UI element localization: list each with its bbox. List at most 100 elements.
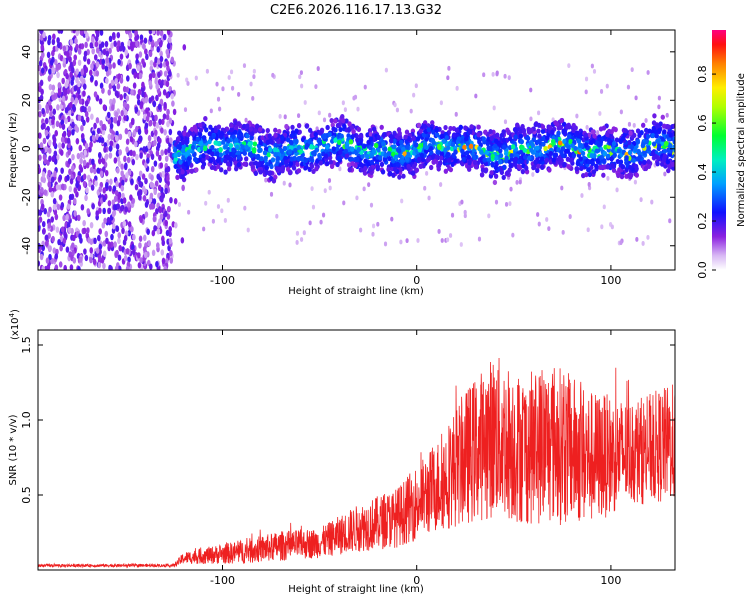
heatmap-cell bbox=[537, 110, 541, 116]
heatmap-cell bbox=[423, 185, 427, 191]
heatmap-cell bbox=[533, 121, 538, 128]
heatmap-cell bbox=[356, 146, 361, 153]
heatmap-cell bbox=[84, 100, 89, 107]
heatmap-cell bbox=[288, 160, 294, 167]
heatmap-cell bbox=[403, 134, 408, 140]
heatmap-cell bbox=[42, 137, 47, 145]
heatmap-cell bbox=[605, 164, 611, 170]
heatmap-cell bbox=[430, 138, 436, 144]
heatmap-cell bbox=[148, 73, 153, 80]
heatmap-cell bbox=[303, 157, 309, 163]
heatmap-cell bbox=[131, 158, 136, 166]
heatmap-cell bbox=[311, 168, 316, 175]
heatmap-cell bbox=[151, 30, 156, 35]
heatmap-cell bbox=[662, 148, 668, 154]
heatmap-cell bbox=[383, 152, 388, 158]
heatmap-cell bbox=[611, 141, 617, 147]
heatmap-cell bbox=[76, 152, 81, 160]
heatmap-cell bbox=[38, 260, 41, 267]
heatmap-cell bbox=[130, 89, 134, 96]
heatmap-cell bbox=[54, 130, 59, 137]
heatmap-cell bbox=[335, 122, 341, 129]
heatmap-cell bbox=[155, 207, 159, 215]
heatmap-cell bbox=[51, 84, 56, 91]
heatmap-cell bbox=[151, 229, 156, 237]
heatmap-cell bbox=[108, 35, 113, 43]
heatmap-cell bbox=[321, 212, 326, 218]
heatmap-cell bbox=[444, 135, 449, 141]
heatmap-cell bbox=[440, 238, 444, 243]
heatmap-cell bbox=[529, 127, 534, 133]
heatmap-cell bbox=[180, 174, 185, 180]
heatmap-cell bbox=[60, 226, 65, 233]
heatmap-cell bbox=[393, 102, 397, 108]
heatmap-cell bbox=[658, 121, 663, 127]
heatmap-cell bbox=[47, 139, 52, 146]
heatmap-cell bbox=[99, 170, 104, 178]
heatmap-cell bbox=[602, 204, 606, 210]
heatmap-cell bbox=[85, 162, 90, 169]
heatmap-cell bbox=[127, 221, 132, 228]
heatmap-cell bbox=[92, 167, 97, 175]
heatmap-cell bbox=[256, 161, 261, 167]
heatmap-cell bbox=[547, 167, 552, 173]
heatmap-cell bbox=[111, 210, 116, 218]
heatmap-cell bbox=[155, 94, 159, 102]
heatmap-cell bbox=[40, 67, 45, 74]
heatmap-cell bbox=[338, 126, 343, 133]
heatmap-cell bbox=[100, 257, 105, 264]
heatmap-cell bbox=[116, 167, 120, 174]
heatmap-cell bbox=[146, 157, 150, 164]
heatmap-cell bbox=[507, 75, 511, 81]
heatmap-cell bbox=[161, 192, 166, 199]
heatmap-cell bbox=[662, 129, 667, 135]
heatmap-cell bbox=[163, 70, 168, 77]
heatmap-cell bbox=[502, 144, 507, 150]
heatmap-cell bbox=[591, 138, 596, 144]
heatmap-cell bbox=[579, 143, 584, 149]
heatmap-cell bbox=[501, 174, 506, 181]
heatmap-cell bbox=[174, 222, 178, 229]
heatmap-cell bbox=[323, 153, 329, 159]
heatmap-cell bbox=[71, 249, 75, 257]
heatmap-cell bbox=[192, 124, 198, 130]
heatmap-cell bbox=[244, 156, 249, 162]
heatmap-cell bbox=[154, 114, 158, 122]
heatmap-cell bbox=[405, 238, 409, 244]
spectrogram-panel: -100 0 100 -40 -20 0 20 40 Height of straight … bbox=[8, 29, 676, 297]
heatmap-cell bbox=[276, 139, 281, 145]
heatmap-cell bbox=[657, 95, 661, 101]
heatmap-cell bbox=[387, 146, 393, 153]
heatmap-cell bbox=[101, 123, 106, 131]
heatmap-cell bbox=[531, 172, 535, 177]
heatmap-cell bbox=[489, 135, 494, 141]
heatmap-cell bbox=[108, 63, 113, 70]
heatmap-cell bbox=[166, 165, 171, 173]
heatmap-cell bbox=[180, 139, 186, 145]
heatmap-cell bbox=[79, 256, 83, 263]
heatmap-cell bbox=[643, 165, 649, 172]
heatmap-cell bbox=[331, 126, 336, 132]
heatmap-cell bbox=[264, 165, 269, 171]
heatmap-cell bbox=[105, 50, 110, 57]
heatmap-cell bbox=[213, 127, 219, 134]
heatmap-cell bbox=[98, 228, 102, 235]
heatmap-cell bbox=[64, 82, 69, 89]
heatmap-cell bbox=[504, 201, 509, 207]
heatmap-cell bbox=[72, 59, 77, 67]
heatmap-cell bbox=[362, 170, 368, 176]
heatmap-cell bbox=[586, 159, 592, 165]
snr-y-tick-label: 1.5 bbox=[20, 336, 33, 354]
heatmap-cell bbox=[113, 157, 118, 164]
heatmap-cell bbox=[121, 227, 125, 235]
heatmap-cell bbox=[125, 248, 130, 255]
heatmap-cell bbox=[82, 90, 86, 97]
heatmap-cell bbox=[105, 237, 109, 245]
heatmap-cell bbox=[84, 41, 88, 49]
heatmap-cell bbox=[167, 36, 172, 44]
heatmap-cell bbox=[84, 110, 89, 118]
heatmap-cell bbox=[148, 97, 152, 104]
heatmap-cell bbox=[381, 131, 387, 138]
colorbar-tick-label: 0.8 bbox=[696, 65, 709, 83]
heatmap-cell bbox=[182, 44, 187, 51]
